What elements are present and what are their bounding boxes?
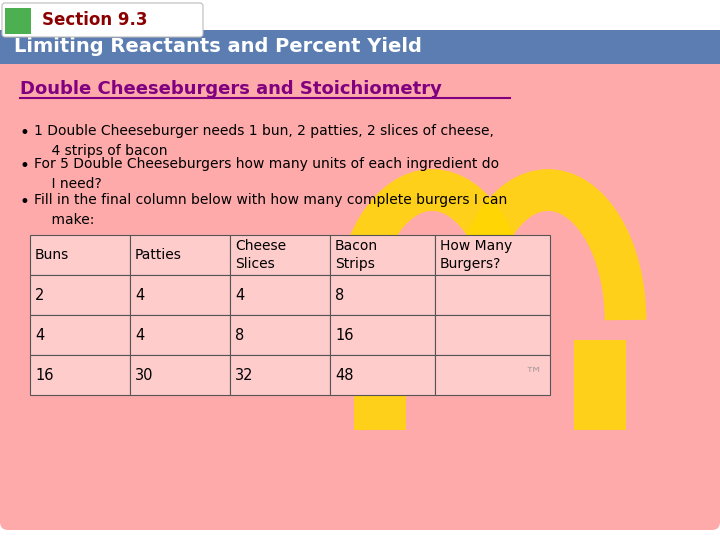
Text: 32: 32 bbox=[235, 368, 253, 382]
Text: Cheese
Slices: Cheese Slices bbox=[235, 239, 286, 271]
Text: •: • bbox=[20, 157, 30, 175]
FancyBboxPatch shape bbox=[30, 275, 130, 315]
FancyBboxPatch shape bbox=[130, 235, 230, 275]
Text: 48: 48 bbox=[335, 368, 354, 382]
FancyBboxPatch shape bbox=[230, 355, 330, 395]
FancyBboxPatch shape bbox=[30, 355, 130, 395]
FancyBboxPatch shape bbox=[330, 275, 435, 315]
FancyBboxPatch shape bbox=[30, 235, 130, 275]
Text: 8: 8 bbox=[335, 287, 344, 302]
Text: Bacon
Strips: Bacon Strips bbox=[335, 239, 378, 271]
FancyBboxPatch shape bbox=[435, 235, 550, 275]
Text: For 5 Double Cheeseburgers how many units of each ingredient do
    I need?: For 5 Double Cheeseburgers how many unit… bbox=[34, 157, 499, 191]
Text: 4: 4 bbox=[35, 327, 44, 342]
FancyBboxPatch shape bbox=[130, 315, 230, 355]
FancyBboxPatch shape bbox=[435, 355, 550, 395]
FancyBboxPatch shape bbox=[130, 355, 230, 395]
Text: ™: ™ bbox=[524, 366, 542, 384]
Text: 16: 16 bbox=[35, 368, 53, 382]
Text: 4: 4 bbox=[135, 287, 144, 302]
Text: 4: 4 bbox=[135, 327, 144, 342]
FancyBboxPatch shape bbox=[354, 340, 406, 430]
FancyBboxPatch shape bbox=[435, 275, 550, 315]
Text: Fill in the final column below with how many complete burgers I can
    make:: Fill in the final column below with how … bbox=[34, 193, 508, 226]
FancyBboxPatch shape bbox=[330, 235, 435, 275]
Text: 8: 8 bbox=[235, 327, 244, 342]
FancyBboxPatch shape bbox=[2, 3, 203, 37]
FancyBboxPatch shape bbox=[330, 355, 435, 395]
Text: Double Cheeseburgers and Stoichiometry: Double Cheeseburgers and Stoichiometry bbox=[20, 80, 442, 98]
FancyBboxPatch shape bbox=[230, 235, 330, 275]
Text: 1 Double Cheeseburger needs 1 bun, 2 patties, 2 slices of cheese,
    4 strips o: 1 Double Cheeseburger needs 1 bun, 2 pat… bbox=[34, 124, 494, 158]
Text: 16: 16 bbox=[335, 327, 354, 342]
FancyBboxPatch shape bbox=[130, 275, 230, 315]
Text: Limiting Reactants and Percent Yield: Limiting Reactants and Percent Yield bbox=[14, 37, 422, 57]
Text: 2: 2 bbox=[35, 287, 45, 302]
Text: Patties: Patties bbox=[135, 248, 182, 262]
Text: Section 9.3: Section 9.3 bbox=[42, 11, 148, 29]
Text: •: • bbox=[20, 193, 30, 211]
FancyBboxPatch shape bbox=[0, 56, 720, 530]
Text: Buns: Buns bbox=[35, 248, 69, 262]
Text: 4: 4 bbox=[235, 287, 244, 302]
FancyBboxPatch shape bbox=[5, 8, 31, 34]
Text: How Many
Burgers?: How Many Burgers? bbox=[440, 239, 512, 271]
FancyBboxPatch shape bbox=[0, 30, 720, 64]
FancyBboxPatch shape bbox=[574, 340, 626, 430]
Text: •: • bbox=[20, 124, 30, 142]
FancyBboxPatch shape bbox=[230, 315, 330, 355]
FancyBboxPatch shape bbox=[330, 315, 435, 355]
FancyBboxPatch shape bbox=[30, 315, 130, 355]
Text: 30: 30 bbox=[135, 368, 153, 382]
FancyBboxPatch shape bbox=[435, 315, 550, 355]
FancyBboxPatch shape bbox=[230, 275, 330, 315]
